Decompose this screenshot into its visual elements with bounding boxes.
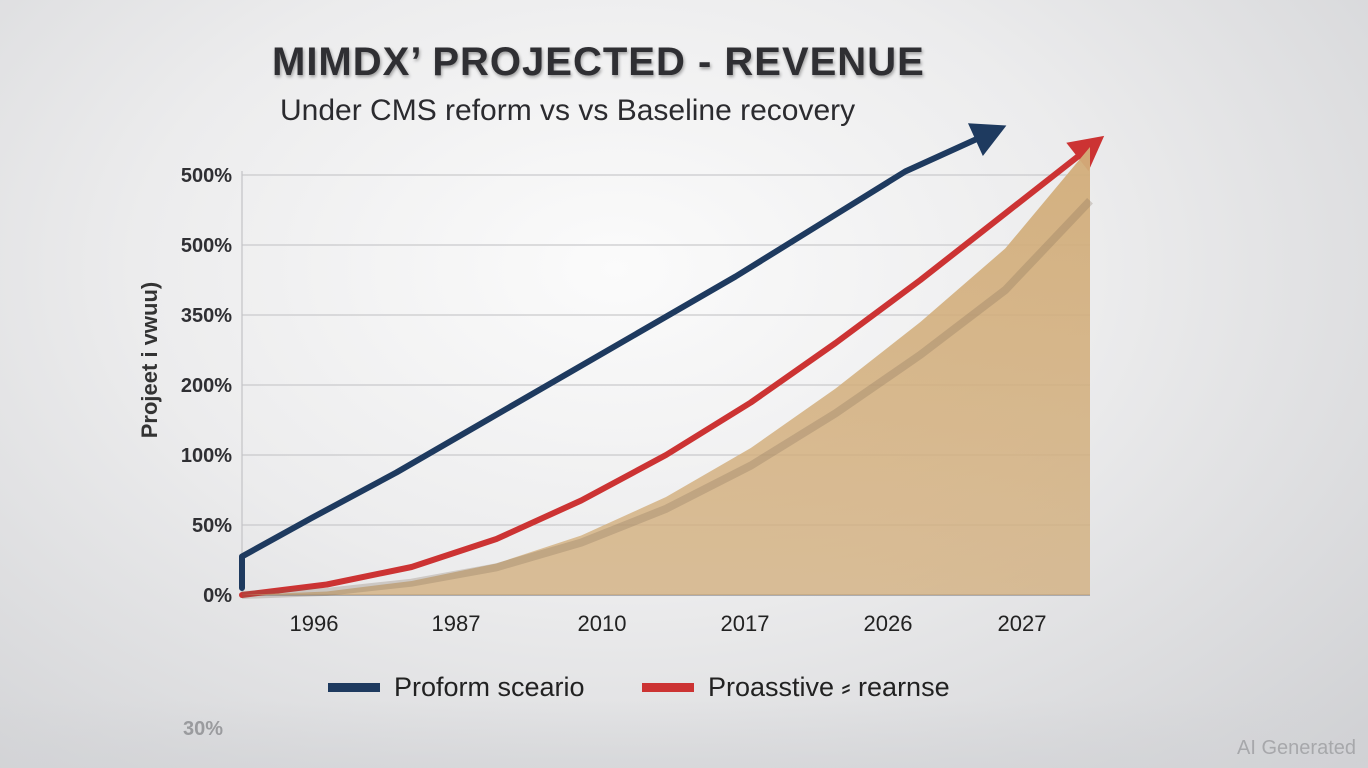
area-shadow-curve-2 (241, 198, 1093, 599)
legend-label-series-2: Proasstive ⸗ rearnse (708, 672, 950, 702)
legend-swatch-series-1 (328, 683, 380, 692)
legend-item-series-2: Proasstive ⸗ rearnse (642, 672, 950, 703)
y-tick-label-1: 50% (192, 515, 232, 537)
series-arrowhead-0 (967, 123, 1007, 157)
y-tick-label-2: 100% (181, 445, 232, 467)
x-tick-label-3: 2017 (721, 611, 770, 636)
chart-title: MIMDX’ PROJECTED - REVENUE (272, 40, 925, 84)
y-tick-label-0: 0% (203, 585, 232, 607)
x-tick-label-0: 1996 (290, 611, 339, 636)
chart-subtitle: Under CMS reform vs vs Baseline recovery (280, 94, 856, 127)
legend-item-series-1: Proform sceario (328, 672, 585, 703)
x-tick-label-1: 1987 (432, 611, 481, 636)
y-tick-label-4: 350% (181, 305, 232, 327)
ai-generated-watermark: AI Generated (1237, 737, 1356, 759)
y-tick-label-3: 200% (181, 375, 232, 397)
x-tick-label-5: 2027 (998, 611, 1047, 636)
series-line-1 (239, 144, 1093, 598)
legend-swatch-series-2 (642, 683, 694, 692)
series-line-0 (239, 130, 993, 591)
y-tick-label-6: 500% (181, 165, 232, 187)
x-tick-label-4: 2026 (864, 611, 913, 636)
legend-label-series-1: Proform sceario (394, 672, 585, 702)
reflection-tick-label: 30% (183, 718, 224, 740)
y-tick-label-5: 500% (181, 235, 232, 257)
area-series-2 (242, 147, 1090, 595)
x-tick-label-2: 2010 (578, 611, 627, 636)
floor-reflection (0, 700, 1368, 768)
